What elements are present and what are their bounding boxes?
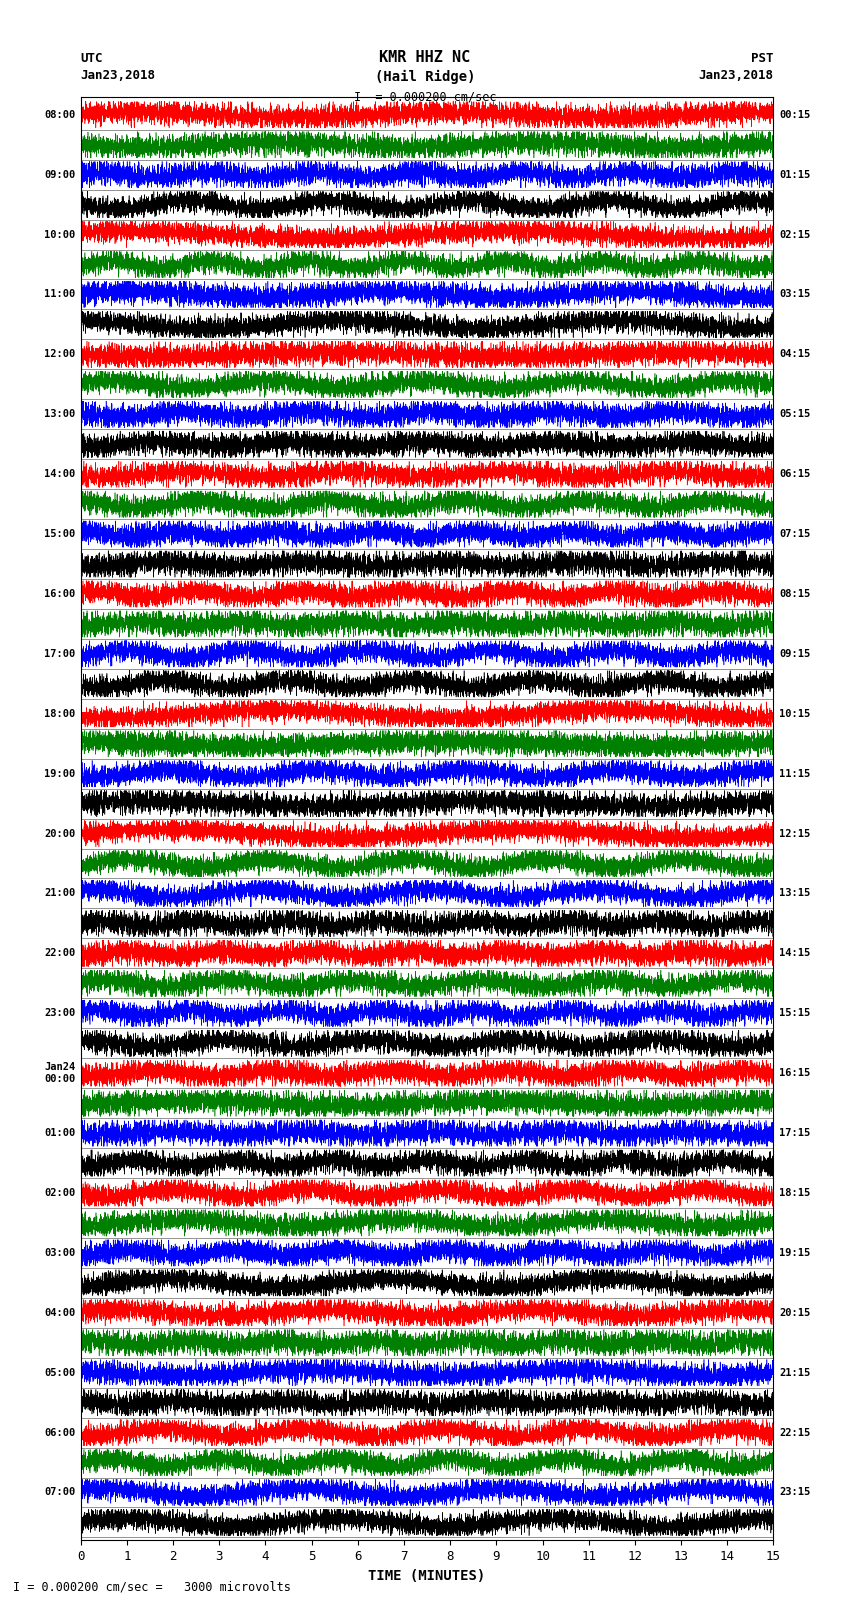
Text: 01:15: 01:15	[779, 169, 810, 179]
Text: 04:00: 04:00	[44, 1308, 75, 1318]
Text: 08:00: 08:00	[44, 110, 75, 119]
Text: 06:00: 06:00	[44, 1428, 75, 1437]
Text: 09:00: 09:00	[44, 169, 75, 179]
Text: 13:15: 13:15	[779, 889, 810, 898]
Text: 21:15: 21:15	[779, 1368, 810, 1378]
Text: 03:00: 03:00	[44, 1248, 75, 1258]
Text: 19:00: 19:00	[44, 769, 75, 779]
Text: 05:00: 05:00	[44, 1368, 75, 1378]
Text: 18:15: 18:15	[779, 1189, 810, 1198]
Text: 10:00: 10:00	[44, 229, 75, 240]
Text: 11:00: 11:00	[44, 289, 75, 300]
Text: 00:15: 00:15	[779, 110, 810, 119]
Text: 13:00: 13:00	[44, 410, 75, 419]
Text: 01:00: 01:00	[44, 1127, 75, 1139]
Text: UTC: UTC	[81, 52, 103, 65]
Text: 16:15: 16:15	[779, 1068, 810, 1077]
Text: Jan24
00:00: Jan24 00:00	[44, 1063, 75, 1084]
Text: 14:00: 14:00	[44, 469, 75, 479]
Text: 04:15: 04:15	[779, 350, 810, 360]
Text: 15:15: 15:15	[779, 1008, 810, 1018]
Text: KMR HHZ NC: KMR HHZ NC	[379, 50, 471, 65]
Text: 22:00: 22:00	[44, 948, 75, 958]
Text: 16:00: 16:00	[44, 589, 75, 598]
Text: I = 0.000200 cm/sec =   3000 microvolts: I = 0.000200 cm/sec = 3000 microvolts	[13, 1581, 291, 1594]
Text: 14:15: 14:15	[779, 948, 810, 958]
Text: 07:00: 07:00	[44, 1487, 75, 1497]
Text: 17:15: 17:15	[779, 1127, 810, 1139]
Text: 07:15: 07:15	[779, 529, 810, 539]
Text: 23:15: 23:15	[779, 1487, 810, 1497]
Text: 20:15: 20:15	[779, 1308, 810, 1318]
Text: Jan23,2018: Jan23,2018	[81, 69, 156, 82]
Text: 23:00: 23:00	[44, 1008, 75, 1018]
Text: 15:00: 15:00	[44, 529, 75, 539]
Text: 17:00: 17:00	[44, 648, 75, 658]
Text: 22:15: 22:15	[779, 1428, 810, 1437]
Text: PST: PST	[751, 52, 774, 65]
Text: 08:15: 08:15	[779, 589, 810, 598]
Text: 18:00: 18:00	[44, 708, 75, 719]
Text: I  = 0.000200 cm/sec: I = 0.000200 cm/sec	[354, 90, 496, 103]
Text: 21:00: 21:00	[44, 889, 75, 898]
Text: 10:15: 10:15	[779, 708, 810, 719]
Text: 05:15: 05:15	[779, 410, 810, 419]
Text: 12:00: 12:00	[44, 350, 75, 360]
X-axis label: TIME (MINUTES): TIME (MINUTES)	[369, 1569, 485, 1582]
Text: 06:15: 06:15	[779, 469, 810, 479]
Text: 19:15: 19:15	[779, 1248, 810, 1258]
Text: 12:15: 12:15	[779, 829, 810, 839]
Text: 20:00: 20:00	[44, 829, 75, 839]
Text: 03:15: 03:15	[779, 289, 810, 300]
Text: 09:15: 09:15	[779, 648, 810, 658]
Text: 11:15: 11:15	[779, 769, 810, 779]
Text: 02:00: 02:00	[44, 1189, 75, 1198]
Text: (Hail Ridge): (Hail Ridge)	[375, 69, 475, 84]
Text: Jan23,2018: Jan23,2018	[699, 69, 774, 82]
Text: 02:15: 02:15	[779, 229, 810, 240]
